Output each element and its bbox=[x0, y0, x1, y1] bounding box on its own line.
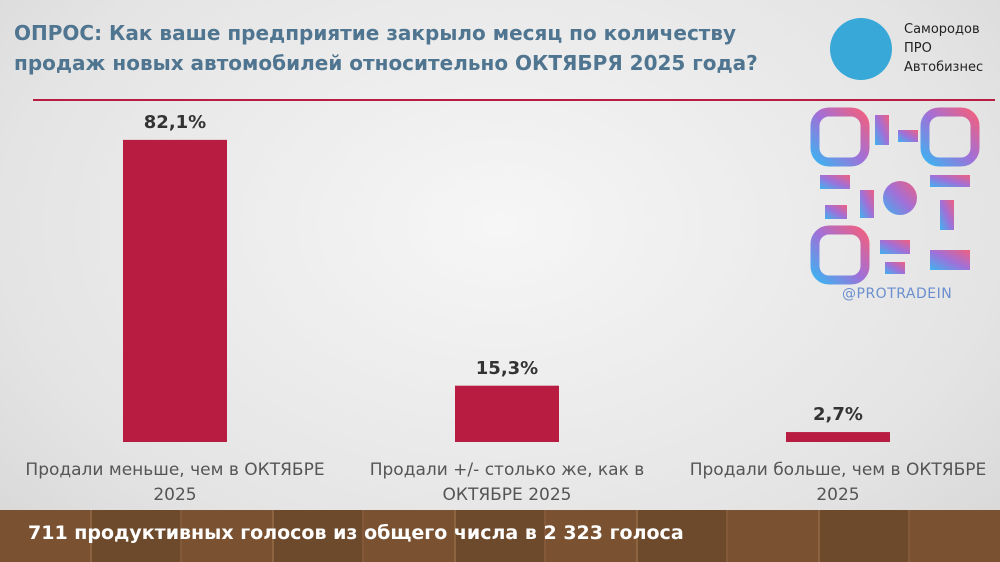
bar bbox=[786, 432, 890, 442]
value-label: 2,7% bbox=[813, 404, 863, 426]
floor bbox=[0, 510, 1000, 562]
bar bbox=[455, 385, 559, 442]
bar bbox=[123, 139, 227, 442]
title-rule bbox=[33, 99, 995, 101]
value-label: 15,3% bbox=[475, 357, 539, 379]
chart-title: ОПРОС: Как ваше предприятие закрыло меся… bbox=[14, 21, 758, 75]
value-label: 82,1% bbox=[143, 111, 207, 133]
logo bbox=[830, 18, 892, 80]
footnote: 711 продуктивных голосов из общего числа… bbox=[28, 522, 684, 544]
qr-code bbox=[810, 107, 980, 285]
category-label: Продали больше, чем в ОКТЯБРЕ 2025 bbox=[689, 460, 987, 505]
category-label: Продали +/- столько же, как в ОКТЯБРЕ 20… bbox=[369, 460, 645, 505]
brand-name: Самородов ПРО Автобизнес bbox=[904, 22, 984, 75]
brand-handle: @PROTRADEIN bbox=[842, 286, 953, 302]
category-label: Продали меньше, чем в ОКТЯБРЕ 2025 bbox=[25, 460, 325, 505]
